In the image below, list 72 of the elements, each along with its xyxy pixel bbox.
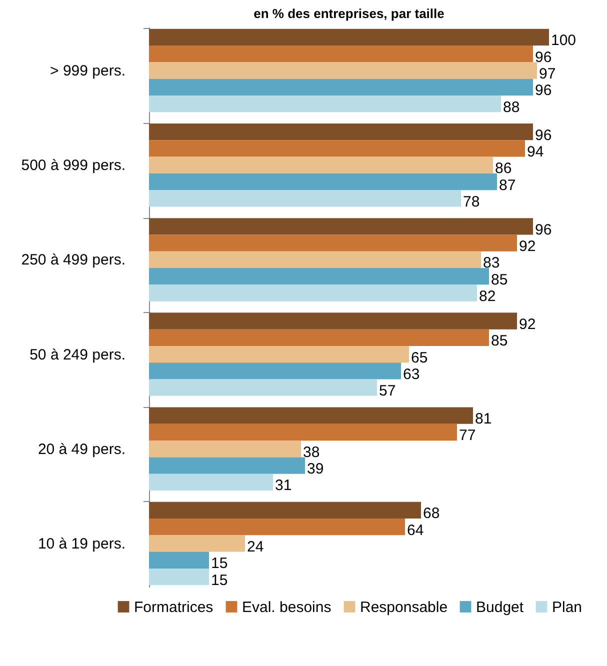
data-label: 92 [519, 238, 536, 256]
data-label: 57 [379, 382, 396, 400]
bar [149, 46, 533, 62]
data-label: 83 [483, 254, 500, 272]
data-label: 96 [535, 126, 552, 144]
bar [149, 284, 477, 302]
bar [149, 474, 273, 491]
y-tick-label: > 999 pers. [50, 62, 126, 80]
data-label: 39 [307, 460, 324, 478]
data-label: 97 [539, 66, 556, 83]
legend-label: Budget [476, 598, 524, 616]
bar [149, 518, 405, 536]
data-label: 81 [475, 410, 492, 428]
y-tick-label: 20 à 49 pers. [38, 440, 126, 458]
y-tick-label: 250 à 499 pers. [21, 252, 126, 269]
data-label: 94 [527, 143, 544, 160]
data-label: 38 [303, 444, 320, 461]
bar [149, 362, 401, 380]
bar [149, 218, 533, 235]
bar [149, 440, 301, 458]
data-label: 88 [503, 98, 520, 116]
data-label: 64 [407, 522, 424, 539]
bar [149, 234, 517, 252]
data-label: 85 [491, 332, 508, 350]
data-label: 24 [247, 538, 264, 556]
bar [149, 123, 533, 140]
data-label: 85 [491, 271, 508, 288]
legend-label: Eval. besoins [242, 598, 332, 616]
bar [149, 535, 245, 552]
data-label: 96 [535, 82, 552, 100]
bar [149, 502, 421, 519]
bar [149, 78, 533, 96]
legend-label: Responsable [360, 598, 448, 616]
chart-title: en % des entreprises, par taille [254, 6, 444, 21]
data-label: 96 [535, 48, 552, 66]
data-label: 15 [211, 555, 228, 572]
y-tick-label: 10 à 19 pers. [38, 535, 126, 552]
y-tick-label: 500 à 999 pers. [21, 157, 126, 174]
legend-label: Formatrices [134, 598, 214, 616]
bar [149, 140, 525, 157]
legend-label: Plan [552, 598, 582, 616]
bar [149, 268, 489, 285]
data-label: 100 [551, 32, 576, 50]
bar [149, 312, 517, 330]
data-label: 87 [499, 176, 516, 194]
data-label: 77 [459, 427, 476, 444]
bar [149, 424, 457, 441]
bar [149, 568, 209, 586]
data-label: 92 [519, 316, 536, 333]
data-label: 86 [495, 160, 512, 178]
bar [149, 552, 209, 568]
data-label: 96 [535, 221, 552, 238]
data-label: 63 [403, 366, 420, 383]
bar [149, 251, 481, 268]
bar [149, 379, 377, 396]
bar [149, 95, 501, 112]
bar [149, 457, 305, 474]
bar [149, 346, 409, 363]
bar [149, 190, 461, 207]
data-label: 31 [275, 477, 292, 494]
y-tick-label: 50 à 249 pers. [30, 346, 126, 364]
bar [149, 62, 537, 79]
data-label: 78 [463, 193, 480, 210]
bar [149, 156, 493, 174]
bar [149, 173, 497, 190]
data-label: 15 [211, 572, 228, 589]
data-label: 65 [411, 349, 428, 366]
data-label: 68 [423, 505, 440, 522]
bar [149, 329, 489, 346]
data-label: 82 [479, 288, 496, 305]
bar [149, 407, 473, 424]
bar [149, 28, 549, 46]
